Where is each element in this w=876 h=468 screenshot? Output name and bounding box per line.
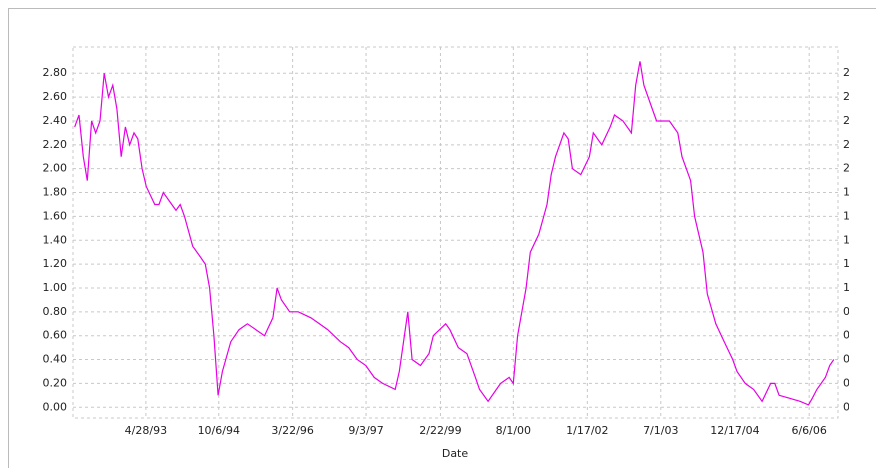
x-axis-label: Date	[442, 447, 469, 460]
y-tick-label: 2.20	[43, 138, 68, 151]
y2-tick-label: 1.20	[843, 257, 868, 270]
y-tick-label: 0.80	[43, 305, 68, 318]
y-tick-label: 0.00	[43, 400, 68, 413]
x-tick-label: 3/22/96	[271, 424, 313, 437]
y-tick-label: 1.60	[43, 209, 68, 222]
right-axis: 0.00 0.20 0.40 0.60 0.80 1.00 1.20 1.40 1.60 1.80…	[843, 66, 868, 413]
x-tick-label: 12/17/04	[710, 424, 759, 437]
y2-tick-label: 1.40	[843, 233, 868, 246]
y2-tick-label: 2.00	[843, 162, 868, 175]
plot-area	[72, 46, 839, 419]
y2-tick-label: 0.60	[843, 329, 868, 342]
y-tick-label: 0.60	[43, 329, 68, 342]
y2-tick-label: 0.00	[843, 400, 868, 413]
y2-tick-label: 2.20	[843, 138, 868, 151]
y-tick-label: 1.80	[43, 186, 68, 199]
y2-tick-label: 2.60	[843, 90, 868, 103]
y-tick-label: 0.20	[43, 376, 68, 389]
y2-tick-label: 0.40	[843, 353, 868, 366]
y2-tick-label: 2.40	[843, 114, 868, 127]
y2-tick-label: 1.00	[843, 281, 868, 294]
x-tick-label: 1/17/02	[566, 424, 608, 437]
x-tick-label: 4/28/93	[125, 424, 167, 437]
x-tick-label: 6/6/06	[791, 424, 826, 437]
x-tick-label: 10/6/94	[198, 424, 240, 437]
y2-tick-label: 1.80	[843, 186, 868, 199]
y-tick-label: 2.00	[43, 162, 68, 175]
y-tick-label: 0.40	[43, 353, 68, 366]
y-tick-label: 2.80	[43, 66, 68, 79]
x-tick-label: 9/3/97	[348, 424, 383, 437]
x-tick-label: 7/1/03	[643, 424, 678, 437]
y-tick-label: 2.40	[43, 114, 68, 127]
x-tick-label: 2/22/99	[419, 424, 461, 437]
y2-tick-label: 1.60	[843, 209, 868, 222]
y2-tick-label: 2.80	[843, 66, 868, 79]
y2-tick-label: 0.80	[843, 305, 868, 318]
x-tick-label: 8/1/00	[496, 424, 531, 437]
line-series	[74, 61, 835, 406]
y-tick-label: 1.20	[43, 257, 68, 270]
y-tick-label: 1.00	[43, 281, 68, 294]
frame	[8, 8, 876, 468]
y2-tick-label: 0.20	[843, 376, 868, 389]
y-tick-label: 2.60	[43, 90, 68, 103]
y-tick-label: 1.40	[43, 233, 68, 246]
